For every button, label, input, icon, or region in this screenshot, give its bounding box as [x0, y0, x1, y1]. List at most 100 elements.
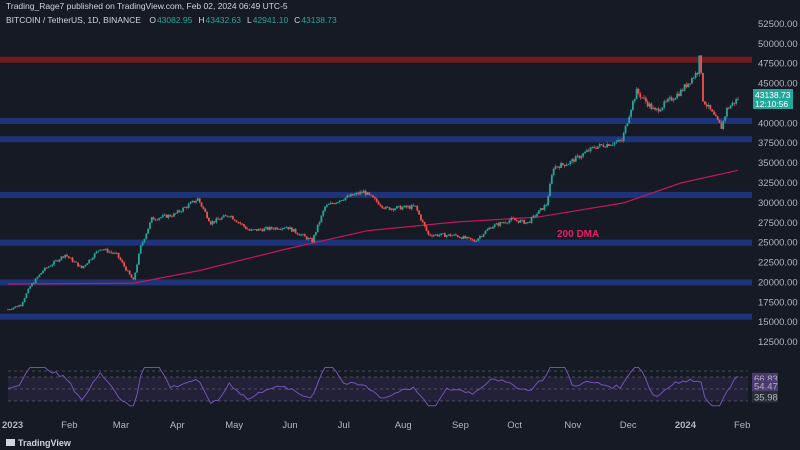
candle-body	[7, 309, 9, 311]
candle-body	[622, 133, 625, 142]
price-tick-label: 35000.00	[758, 158, 798, 169]
candle-body	[73, 261, 76, 263]
price-axis: 12500.00 15000.00 17500.00 20000.00 22500.00…	[758, 19, 798, 348]
price-tick-label: 45000.00	[758, 79, 798, 90]
candle-body	[567, 164, 570, 165]
candle-body	[357, 192, 360, 195]
candle-body	[123, 262, 126, 267]
candle-body	[506, 222, 509, 224]
candle-body	[91, 257, 94, 260]
candle-body	[69, 257, 72, 259]
candle-body	[477, 238, 479, 241]
candle-body	[508, 220, 511, 223]
candle-body	[16, 306, 19, 308]
candle-body	[316, 224, 319, 233]
candle-body	[440, 233, 443, 236]
price-tick-label: 15000.00	[758, 317, 798, 328]
candle-body	[195, 200, 197, 203]
candle-body	[375, 198, 378, 202]
candle-body	[226, 215, 229, 217]
candle-body	[182, 207, 185, 212]
candle-body	[569, 161, 572, 165]
candle-body	[689, 83, 691, 85]
candle-body	[657, 108, 660, 112]
candle-body	[88, 259, 91, 264]
candle-body	[158, 218, 161, 220]
candle-body	[102, 249, 105, 251]
candle-body	[510, 217, 513, 221]
candle-body	[208, 217, 210, 222]
candle-body	[101, 249, 103, 251]
candle-body	[591, 146, 594, 148]
candle-body	[121, 260, 124, 263]
candle-body	[191, 200, 194, 203]
candle-body	[38, 274, 41, 278]
candle-body	[340, 200, 343, 202]
candle-body	[224, 215, 227, 217]
candle-body	[691, 78, 693, 84]
price-tick-label: 50000.00	[758, 39, 798, 50]
support-level-band	[0, 117, 752, 124]
candle-body	[219, 219, 221, 221]
candle-body	[593, 146, 596, 148]
candle-body	[491, 227, 494, 229]
last-price-tag-bg	[753, 89, 793, 109]
candle-body	[405, 205, 408, 208]
ma200-layer	[7, 169, 739, 285]
ma200-annotation: 200 DMA	[557, 229, 599, 240]
candle-body	[213, 221, 216, 223]
candle-body	[663, 101, 666, 108]
candle-body	[679, 89, 682, 96]
candle-body	[361, 191, 363, 193]
candle-body	[139, 245, 142, 254]
candle-body	[42, 270, 44, 273]
candle-body	[692, 77, 695, 79]
candle-body	[724, 116, 726, 121]
candle-body	[694, 72, 697, 78]
tradingview-logo-icon	[6, 439, 15, 446]
candle-body	[466, 237, 468, 239]
price-tick-label: 12500.00	[758, 337, 798, 348]
candle-body	[628, 116, 631, 124]
candle-body	[230, 216, 232, 217]
time-tick-label: Jul	[338, 420, 350, 431]
candle-body	[604, 146, 607, 148]
candle-body	[388, 207, 391, 210]
candle-body	[132, 277, 135, 280]
candle-body	[401, 207, 404, 210]
candle-body	[274, 227, 277, 230]
ohlc-key: O	[149, 15, 156, 25]
candle-body	[458, 237, 461, 238]
candle-body	[709, 104, 712, 110]
candle-body	[285, 227, 288, 228]
rsi-value-tag	[752, 372, 778, 384]
candle-body	[337, 202, 339, 203]
candle-body	[403, 205, 406, 208]
candle-body	[556, 166, 559, 168]
candle-body	[204, 208, 207, 212]
candle-body	[254, 229, 256, 230]
ohlc-value: 43138.73	[301, 15, 337, 25]
time-tick-label: Feb	[734, 420, 750, 431]
candle-body	[713, 111, 715, 115]
candle-body	[467, 237, 470, 238]
candle-body	[53, 261, 55, 265]
support-level-band	[0, 191, 752, 198]
candle-body	[453, 234, 456, 236]
candle-body	[515, 220, 518, 222]
candle-body	[412, 205, 415, 207]
candle-body	[451, 235, 454, 237]
candle-body	[460, 237, 463, 239]
candle-body	[23, 298, 26, 302]
candle-body	[574, 156, 577, 162]
candle-body	[265, 227, 267, 229]
candle-body	[93, 253, 96, 258]
candle-body	[650, 103, 653, 109]
candle-body	[613, 142, 616, 145]
candle-body	[580, 156, 583, 159]
candle-body	[523, 219, 526, 224]
candle-body	[239, 222, 242, 224]
candle-body	[283, 227, 286, 229]
candle-body	[64, 254, 67, 258]
candle-body	[600, 144, 603, 146]
